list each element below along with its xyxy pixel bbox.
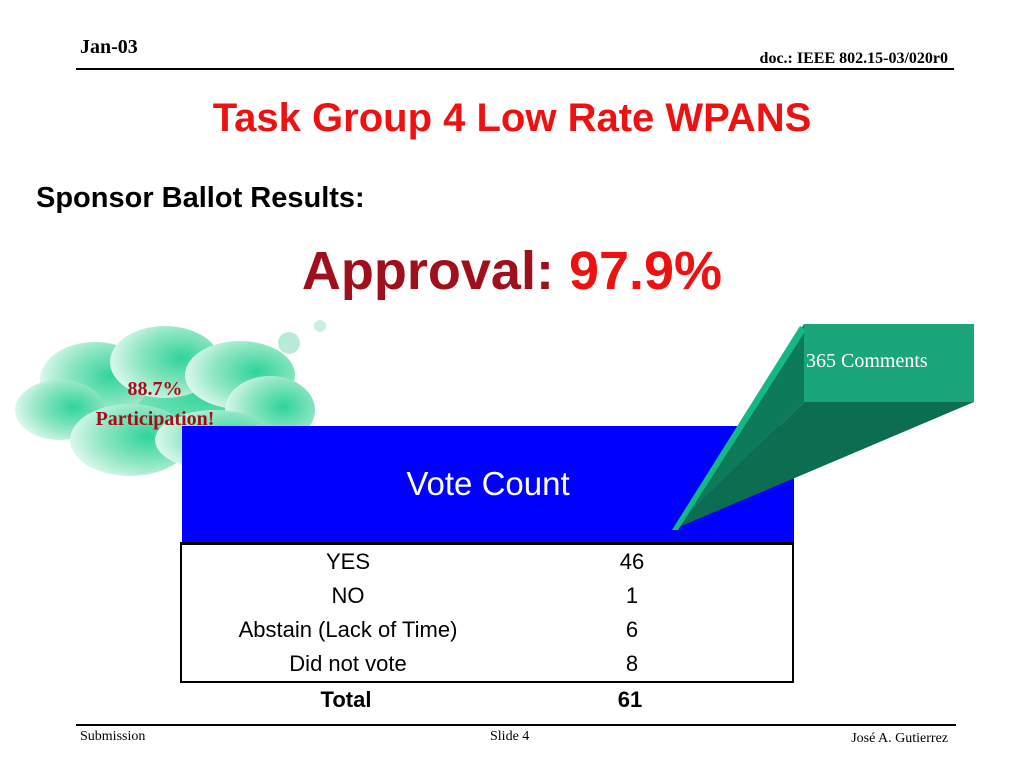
table-row: Abstain (Lack of Time) 6 <box>182 613 792 647</box>
comments-count: 365 Comments <box>806 350 928 372</box>
row-value: 6 <box>625 617 639 642</box>
approval-label: Approval: <box>301 241 554 301</box>
callout-pointer-edge <box>672 326 806 530</box>
callout-box <box>804 324 974 402</box>
row-value: 46 <box>619 549 645 574</box>
row-value: 1 <box>625 583 639 608</box>
participation-value: 88.7% <box>127 378 183 400</box>
vote-count-header: Vote Count <box>182 426 794 542</box>
total-value: 61 <box>617 687 643 712</box>
row-value: 8 <box>625 651 639 676</box>
footer-submission: Submission <box>80 729 146 744</box>
header-doc-id: doc.: IEEE 802.15-03/020r0 <box>759 50 948 67</box>
participation-text: 88.7% Participation! <box>60 374 250 434</box>
table-row: NO 1 <box>182 579 792 613</box>
row-label: Did not vote <box>289 651 407 676</box>
header-divider <box>76 68 954 70</box>
cloud-body <box>15 326 315 476</box>
participation-cloud <box>15 320 326 476</box>
slide-title: Task Group 4 Low Rate WPANS <box>212 96 812 140</box>
callout-pointer-bottom <box>672 402 974 530</box>
footer-divider <box>76 724 956 726</box>
approval-value: 97.9% <box>568 241 723 301</box>
row-label: YES <box>325 549 371 574</box>
table-row: Did not vote 8 <box>182 647 792 681</box>
table-row: YES 46 <box>182 545 792 579</box>
cloud-bubble-medium <box>278 332 300 354</box>
vote-count-title: Vote Count <box>406 465 570 502</box>
vote-table: YES 46 NO 1 Abstain (Lack of Time) 6 Did… <box>180 542 794 683</box>
footer-slide-number: Slide 4 <box>490 729 530 744</box>
cloud-bubble-small <box>314 320 326 332</box>
total-row: Total 61 <box>180 682 794 718</box>
total-label: Total <box>320 687 372 712</box>
approval-line: Approval: 97.9% <box>0 240 1024 302</box>
header-date: Jan-03 <box>80 36 138 58</box>
participation-label: Participation! <box>95 408 215 430</box>
footer-author: José A. Gutierrez <box>851 731 948 746</box>
row-label: NO <box>331 583 365 608</box>
row-label: Abstain (Lack of Time) <box>238 617 458 642</box>
slide-subtitle: Sponsor Ballot Results: <box>36 182 365 214</box>
